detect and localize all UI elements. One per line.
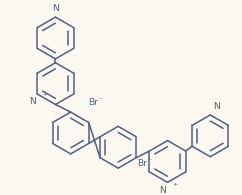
Text: Br: Br bbox=[88, 98, 98, 107]
Text: N: N bbox=[29, 97, 36, 106]
Text: N: N bbox=[213, 102, 220, 111]
Text: ⁻: ⁻ bbox=[148, 156, 151, 165]
Text: +: + bbox=[172, 182, 178, 187]
Text: Br: Br bbox=[137, 159, 147, 168]
Text: ⁻: ⁻ bbox=[98, 95, 102, 104]
Text: N: N bbox=[159, 186, 166, 195]
Text: +: + bbox=[42, 92, 47, 97]
Text: N: N bbox=[52, 4, 59, 13]
